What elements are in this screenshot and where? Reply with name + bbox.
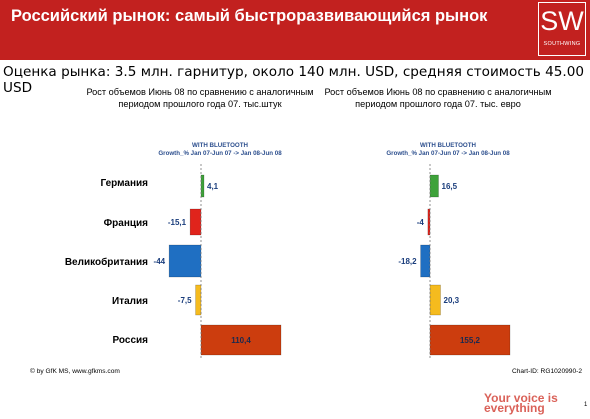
logo-subtext: SOUTHWING: [543, 41, 581, 47]
chart-header-euro: WITH BLUETOOTH Growth_% Jan 07-Jun 07 ->…: [328, 142, 568, 157]
chart-subtitle: WITH BLUETOOTH: [192, 142, 248, 149]
slogan-text: Your voice is everything: [484, 391, 558, 415]
data-label: -7,5: [178, 296, 192, 305]
data-label: -18,2: [398, 257, 417, 266]
data-label: 20,3: [444, 296, 460, 305]
bar-0: [429, 174, 439, 198]
category-label: Россия: [112, 335, 148, 346]
chart-series-label: Growth_% Jan 07-Jun 07 -> Jan 08-Jun 08: [386, 149, 510, 157]
chart-id-text: Chart-ID: RG1020990-2: [511, 368, 582, 375]
page-number: 1: [584, 402, 588, 408]
data-label: -4: [417, 218, 425, 227]
bar-4: [200, 324, 282, 356]
logo-text: SW: [540, 6, 584, 36]
chart-title-units: Рост объемов Июнь 08 по сравнению с анал…: [86, 87, 314, 109]
bar-4: [429, 324, 511, 356]
data-label: -44: [154, 257, 166, 266]
slogan-watermark: Your voice is everything: [484, 391, 574, 415]
category-label: Германия: [100, 178, 148, 189]
bar-3: [429, 284, 441, 316]
chart-header-units: WITH BLUETOOTH Growth_% Jan 07-Jun 07 ->…: [100, 142, 340, 157]
copyright-text: © by GfK MS, www.gfkms.com: [30, 368, 120, 375]
page-title: Российский рынок: самый быстроразвивающи…: [11, 7, 488, 25]
category-label: Великобритания: [64, 257, 148, 268]
data-label: 110,4: [231, 336, 251, 345]
category-label: Франция: [103, 218, 148, 229]
data-label: 4,1: [207, 182, 219, 191]
header-bar: Российский рынок: самый быстроразвивающи…: [0, 0, 590, 60]
data-label: 16,5: [442, 182, 458, 191]
chart-subtitle: WITH BLUETOOTH: [420, 142, 476, 149]
bar-2: [168, 244, 202, 278]
bar-2: [420, 244, 431, 278]
market-estimate-text: Оценка рынка: 3.5 млн. гарнитур, около 1…: [3, 64, 585, 96]
data-label: 155,2: [460, 336, 481, 345]
chart-title-euro: Рост объемов Июнь 08 по сравнению с анал…: [324, 87, 552, 109]
category-label: Италия: [112, 296, 148, 307]
southwing-logo: SW SOUTHWING: [538, 2, 586, 56]
data-label: -15,1: [168, 218, 187, 227]
chart-series-label: Growth_% Jan 07-Jun 07 -> Jan 08-Jun 08: [158, 149, 282, 157]
